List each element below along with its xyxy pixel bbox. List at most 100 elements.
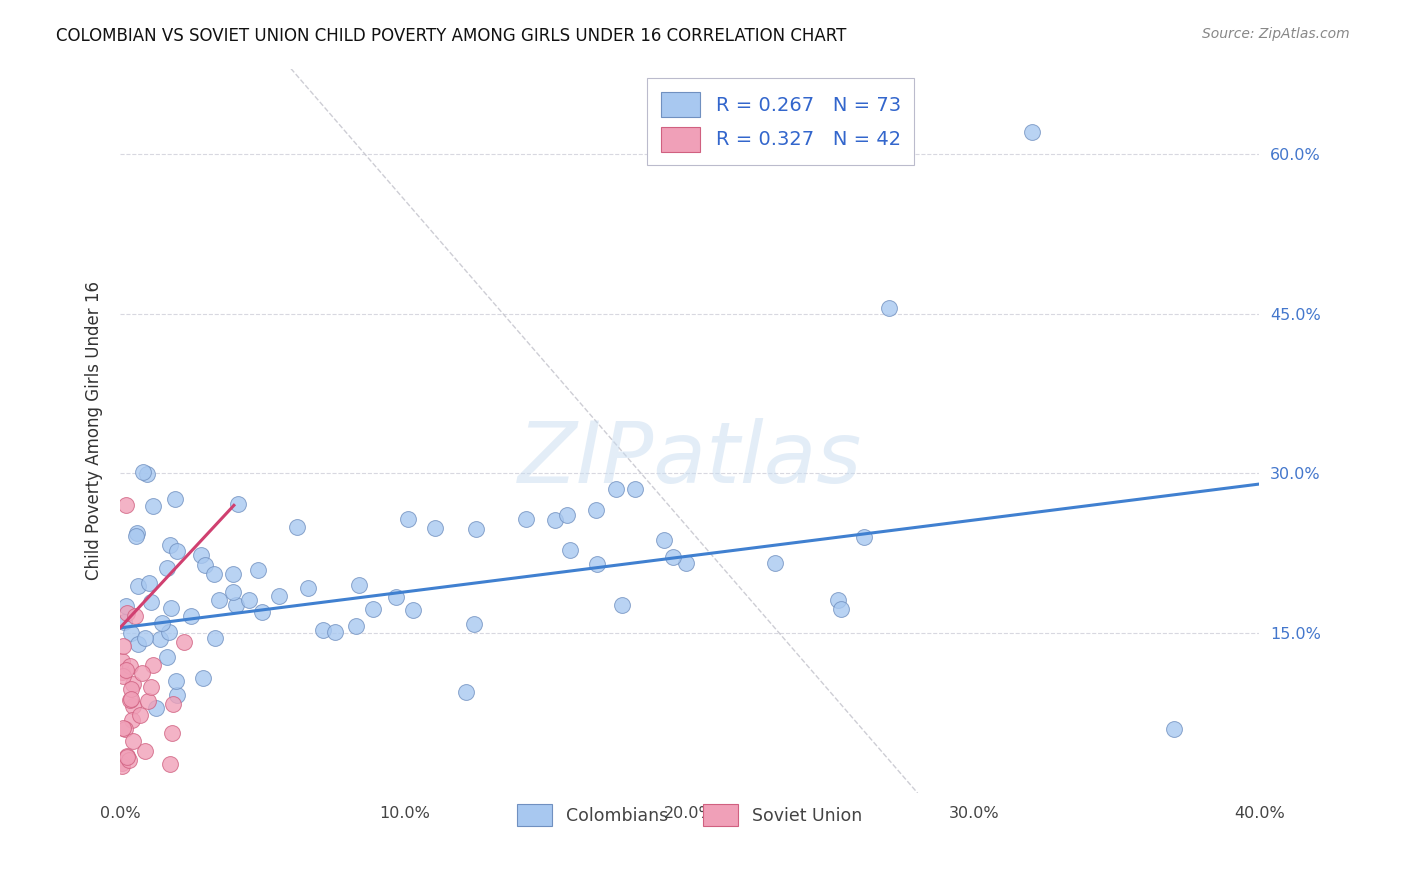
Point <box>157 625 180 640</box>
Point <box>149 632 172 647</box>
Point <box>142 499 165 513</box>
Point <box>652 533 675 547</box>
Point <box>121 714 143 728</box>
Point <box>202 567 225 582</box>
Point <box>121 816 143 830</box>
Point <box>145 700 167 714</box>
Point <box>247 564 270 578</box>
Point <box>555 508 578 522</box>
Point <box>111 756 134 771</box>
Point <box>585 502 607 516</box>
Point <box>347 578 370 592</box>
Point <box>120 626 142 640</box>
Point <box>117 750 139 764</box>
Point <box>226 497 249 511</box>
Point <box>222 585 245 599</box>
Point <box>111 639 134 653</box>
Point <box>191 671 214 685</box>
Point <box>311 623 333 637</box>
Point <box>131 466 153 480</box>
Text: ZIPatlas: ZIPatlas <box>517 418 862 501</box>
Point <box>134 631 156 645</box>
Point <box>120 817 142 831</box>
Point <box>115 606 138 620</box>
Point <box>159 539 181 553</box>
Point <box>162 726 184 740</box>
Point <box>267 589 290 603</box>
Point <box>114 499 136 513</box>
Point <box>402 603 425 617</box>
Point <box>118 753 141 767</box>
Point <box>136 467 159 481</box>
Point <box>463 617 485 632</box>
Point <box>396 512 419 526</box>
Point <box>165 673 187 688</box>
Point <box>852 530 875 544</box>
Point <box>122 677 145 691</box>
Point <box>605 483 627 497</box>
Point <box>120 682 142 697</box>
Point <box>121 698 143 713</box>
Point <box>877 301 900 316</box>
Point <box>136 694 159 708</box>
Legend: Colombians, Soviet Union: Colombians, Soviet Union <box>509 796 870 835</box>
Point <box>465 522 488 536</box>
Point <box>114 599 136 613</box>
Point <box>624 482 647 496</box>
Point <box>344 619 367 633</box>
Point <box>138 575 160 590</box>
Point <box>111 665 134 680</box>
Point <box>361 602 384 616</box>
Text: Source: ZipAtlas.com: Source: ZipAtlas.com <box>1202 27 1350 41</box>
Legend: R = 0.267   N = 73, R = 0.327   N = 42: R = 0.267 N = 73, R = 0.327 N = 42 <box>647 78 914 165</box>
Point <box>297 582 319 596</box>
Point <box>129 707 152 722</box>
Point <box>111 759 134 773</box>
Point <box>543 513 565 527</box>
Point <box>118 693 141 707</box>
Point <box>675 556 697 570</box>
Y-axis label: Child Poverty Among Girls Under 16: Child Poverty Among Girls Under 16 <box>86 281 103 581</box>
Point <box>112 615 135 630</box>
Point <box>120 691 142 706</box>
Point <box>136 827 159 841</box>
Point <box>238 593 260 607</box>
Point <box>156 649 179 664</box>
Point <box>118 824 141 838</box>
Point <box>122 734 145 748</box>
Point <box>125 528 148 542</box>
Point <box>1163 722 1185 736</box>
Point <box>612 598 634 612</box>
Point <box>135 819 157 833</box>
Point <box>115 748 138 763</box>
Point <box>112 669 135 683</box>
Point <box>139 595 162 609</box>
Point <box>156 561 179 575</box>
Point <box>208 593 231 607</box>
Point <box>325 624 347 639</box>
Point <box>131 666 153 681</box>
Point <box>173 635 195 649</box>
Point <box>425 520 447 534</box>
Point <box>190 549 212 563</box>
Point <box>585 557 607 571</box>
Point <box>222 567 245 582</box>
Point <box>180 609 202 624</box>
Point <box>827 593 849 607</box>
Point <box>127 637 149 651</box>
Point <box>558 543 581 558</box>
Point <box>456 685 478 699</box>
Point <box>115 663 138 677</box>
Point <box>250 605 273 619</box>
Point <box>162 698 184 712</box>
Point <box>159 757 181 772</box>
Point <box>127 579 149 593</box>
Point <box>285 519 308 533</box>
Point <box>384 591 406 605</box>
Point <box>515 512 537 526</box>
Point <box>111 721 134 735</box>
Point <box>194 558 217 572</box>
Point <box>142 657 165 672</box>
Point <box>166 543 188 558</box>
Point <box>159 600 181 615</box>
